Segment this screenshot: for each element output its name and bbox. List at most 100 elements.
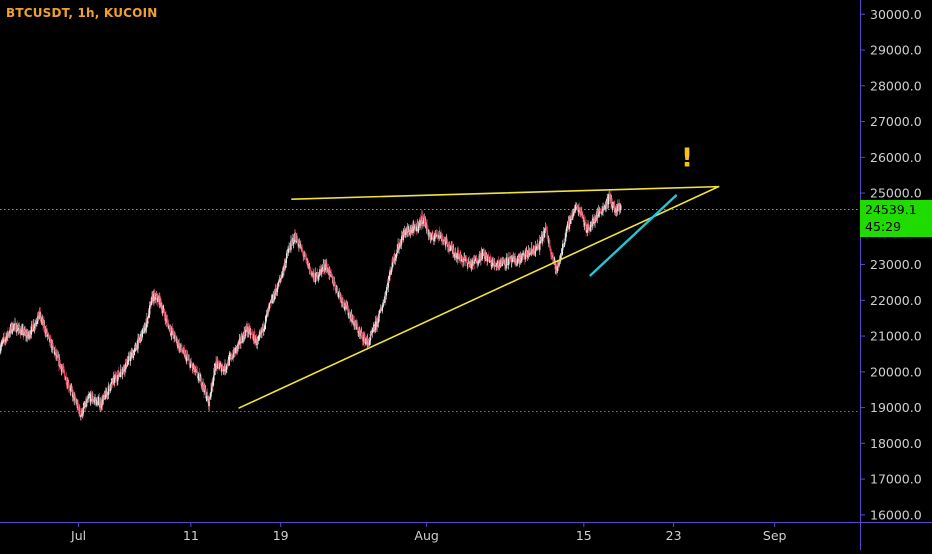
- candle-body: [119, 369, 122, 377]
- candle-body: [530, 247, 533, 254]
- candle: [21, 323, 24, 336]
- candle: [249, 322, 251, 330]
- candle-body: [331, 276, 334, 284]
- candle: [342, 301, 345, 309]
- candle-body: [374, 321, 377, 330]
- candle-body: [600, 211, 602, 213]
- candle: [516, 255, 519, 267]
- candle: [195, 364, 197, 374]
- candle-body: [267, 308, 270, 310]
- candle-body: [26, 335, 28, 338]
- candle-body: [490, 256, 492, 261]
- candle-body: [501, 259, 504, 266]
- candle-body: [281, 273, 284, 277]
- candle-body: [88, 396, 91, 397]
- candle-body: [332, 280, 335, 286]
- candle-body: [208, 397, 210, 407]
- candle-body: [231, 358, 234, 360]
- candle-body: [61, 368, 63, 372]
- candle: [586, 224, 588, 231]
- horizontal-levels: [0, 209, 860, 413]
- candle-body: [508, 257, 510, 264]
- candle-body: [52, 343, 54, 346]
- candle-body: [583, 217, 585, 226]
- candle: [160, 301, 163, 314]
- candle: [253, 331, 255, 344]
- candle-body: [156, 297, 159, 302]
- candle: [348, 308, 351, 315]
- candle-body: [461, 256, 464, 263]
- candle-body: [364, 334, 366, 344]
- candle-body: [460, 253, 462, 261]
- trendlines[interactable]: [238, 185, 720, 409]
- candle: [366, 334, 368, 350]
- candle-body: [317, 277, 319, 279]
- candle-body: [505, 264, 507, 266]
- candle: [1, 339, 3, 347]
- candle-body: [36, 322, 38, 324]
- candle-body: [34, 323, 36, 326]
- candle-body: [83, 405, 85, 407]
- candle-body: [330, 274, 333, 278]
- candle-body: [112, 378, 114, 383]
- candle-body: [18, 325, 21, 330]
- candle: [545, 226, 547, 232]
- candle: [361, 333, 364, 346]
- candle-body: [568, 220, 570, 227]
- candle: [272, 290, 275, 305]
- candle-body: [199, 373, 201, 382]
- candle: [585, 219, 587, 237]
- candle-body: [530, 253, 532, 255]
- candle-body: [162, 310, 164, 313]
- x-tick-label: Jul: [70, 528, 86, 543]
- candle-body: [100, 401, 102, 408]
- candle: [242, 333, 244, 343]
- candle-body: [115, 376, 118, 380]
- candle-body: [9, 327, 11, 334]
- candle: [390, 270, 392, 276]
- last-price-value: 24539.1: [865, 201, 917, 217]
- candle-body: [150, 297, 153, 305]
- candle-body: [259, 334, 262, 336]
- candle-body: [333, 285, 335, 287]
- candle-body: [254, 335, 256, 343]
- candle: [179, 343, 181, 353]
- candle: [426, 218, 428, 230]
- candle-body: [29, 335, 31, 338]
- candle-body: [15, 323, 17, 332]
- candle-body: [516, 259, 519, 265]
- candle: [556, 260, 559, 274]
- candle: [413, 225, 415, 227]
- candle-body: [483, 253, 485, 255]
- candle-body: [249, 327, 251, 329]
- candle-body: [548, 239, 550, 241]
- candle-body: [14, 322, 16, 326]
- candle-body: [284, 262, 287, 268]
- candle: [100, 398, 102, 412]
- candle-body: [172, 330, 175, 337]
- candle-body: [322, 267, 324, 270]
- candle-body: [97, 401, 99, 406]
- candle-body: [138, 339, 141, 341]
- candle: [526, 250, 529, 261]
- bar-countdown: 45:29: [865, 218, 902, 234]
- candle-body: [323, 264, 325, 270]
- candle: [397, 242, 400, 253]
- candle-body: [592, 222, 595, 224]
- candle-body: [524, 253, 527, 260]
- candle: [311, 267, 313, 277]
- candle: [420, 220, 422, 231]
- candle-body: [388, 276, 390, 281]
- x-tick-label: 11: [183, 528, 199, 543]
- candle-body: [99, 405, 101, 408]
- candle: [77, 399, 79, 411]
- candle-body: [191, 364, 193, 366]
- candle: [394, 254, 396, 265]
- x-tick-label: 19: [273, 528, 289, 543]
- candle-body: [314, 277, 316, 282]
- candle-body: [238, 341, 240, 346]
- candle: [332, 276, 335, 291]
- alert-annotation: !: [681, 143, 693, 173]
